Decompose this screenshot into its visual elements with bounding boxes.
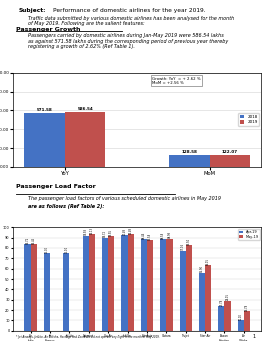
Bar [205,265,211,331]
Text: 29.15: 29.15 [226,293,230,300]
Text: Passenger Growth: Passenger Growth [16,27,80,32]
Bar [186,246,192,331]
Bar [65,112,105,167]
Text: 91.55: 91.55 [109,228,113,236]
Bar [121,235,128,331]
Text: as against 571.58 lakhs during the corresponding period of previous year thereby: as against 571.58 lakhs during the corre… [28,39,228,44]
Text: 586.54: 586.54 [77,107,93,111]
Text: 18.78: 18.78 [245,303,249,311]
Text: 91.58: 91.58 [84,228,88,236]
Text: The passenger load factors of various scheduled domestic airlines in May 2019: The passenger load factors of various sc… [28,196,221,201]
Bar [244,311,250,331]
Text: 88.58: 88.58 [161,231,165,239]
Text: 75.10: 75.10 [64,246,68,253]
Bar [238,321,244,331]
Text: 88.98: 88.98 [167,231,171,238]
Text: Traffic data submitted by various domestic airlines has been analysed for the mo: Traffic data submitted by various domest… [28,16,234,20]
Text: Growth: YoY  = + 2.62 %
MoM = +2.56 %: Growth: YoY = + 2.62 % MoM = +2.56 % [152,76,201,85]
Text: Passengers carried by domestic airlines during Jan-May 2019 were 586.54 lakhs: Passengers carried by domestic airlines … [28,33,224,38]
Bar [180,251,186,331]
Bar [44,253,50,331]
Text: registering a growth of 2.62% (Ref Table 1).: registering a growth of 2.62% (Ref Table… [28,44,135,49]
Bar [89,234,95,331]
Bar [63,253,69,331]
Text: 55.90: 55.90 [200,265,204,272]
Text: 571.58: 571.58 [37,108,53,112]
Text: 1: 1 [253,334,256,339]
Text: 88.44: 88.44 [142,232,146,239]
Text: 83.72: 83.72 [26,236,30,243]
Bar [199,273,205,331]
Text: 63.15: 63.15 [206,258,210,265]
Legend: 2018, 2019: 2018, 2019 [238,114,259,126]
Text: 23.78: 23.78 [219,298,223,306]
Bar [160,239,166,331]
Bar [108,236,114,331]
Text: 92.48: 92.48 [122,227,126,235]
Text: Performance of domestic airlines for the year 2019.: Performance of domestic airlines for the… [53,8,206,13]
Bar [147,240,153,331]
Bar [218,306,224,331]
Bar [210,155,250,167]
Bar [169,155,210,167]
Bar [224,301,231,331]
Text: 10.00: 10.00 [239,313,243,320]
Bar [83,236,89,331]
Text: 82.50: 82.50 [187,238,191,245]
Bar [102,238,108,331]
Text: of May 2019. Following are the salient features:: of May 2019. Following are the salient f… [28,20,145,26]
Text: Passenger Load Factor: Passenger Load Factor [16,184,95,190]
Text: 89.72: 89.72 [103,230,107,237]
Bar [31,244,37,331]
Text: 87.58: 87.58 [148,232,152,240]
Bar [166,239,173,331]
Bar [128,234,134,331]
Legend: Apr-19, May-19: Apr-19, May-19 [238,229,260,240]
Text: 93.13: 93.13 [90,227,94,234]
Text: 83.45: 83.45 [32,237,36,244]
Text: 75.00: 75.00 [45,246,49,253]
Text: are as follows (Ref Table 2):: are as follows (Ref Table 2): [28,205,105,209]
Text: * Jet Airways, JetLite, Air Odisha, Heritage and Zoom Air did not operate any fl: * Jet Airways, JetLite, Air Odisha, Heri… [16,335,159,339]
Text: 122.07: 122.07 [222,150,238,154]
Text: 128.58: 128.58 [181,150,197,154]
Bar [25,244,31,331]
Bar [141,239,147,331]
Bar [25,113,65,167]
Text: Subject:: Subject: [18,8,46,13]
Text: 77.16: 77.16 [181,243,185,250]
Text: 93.48: 93.48 [129,226,133,234]
